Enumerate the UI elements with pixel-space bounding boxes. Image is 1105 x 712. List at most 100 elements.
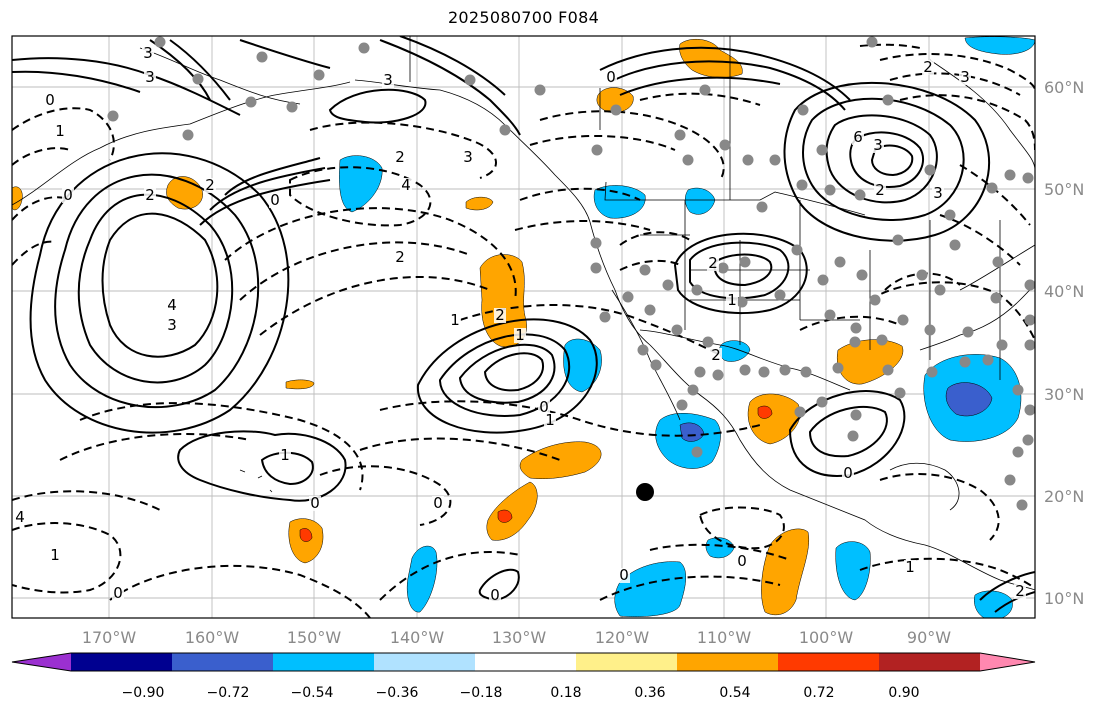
contour-label: 1: [55, 122, 65, 140]
contour-label: 1: [280, 446, 290, 464]
contour-label: 2: [708, 254, 718, 272]
contour-label-bg: [144, 70, 156, 85]
contour-label-bg: [959, 70, 971, 85]
lat-label: 50°N: [1044, 180, 1084, 199]
contour-label-bg: [710, 348, 722, 363]
colorbar-tick-label: −0.54: [291, 685, 334, 701]
contour-label: 2: [495, 306, 505, 324]
longitude-labels: 170°W 160°W 150°W 140°W 130°W 120°W 110°…: [82, 628, 951, 647]
contour-label: 1: [905, 558, 915, 576]
contour-label: 0: [310, 494, 320, 512]
contour-label: 0: [113, 584, 123, 602]
colorbar-segment: [677, 653, 779, 671]
colorbar-tick-label: 0.18: [550, 685, 581, 701]
contour-label-bg: [538, 400, 550, 415]
lon-label: 130°W: [492, 628, 547, 647]
lon-label: 140°W: [390, 628, 445, 647]
contour-label: 4: [401, 176, 411, 194]
contour-label-bg: [144, 188, 156, 203]
lat-label: 10°N: [1044, 589, 1084, 608]
contour-label-bg: [62, 188, 74, 203]
contour-label-bg: [932, 186, 944, 201]
contour-label: 3: [145, 68, 155, 86]
colorbar-tick-label: −0.72: [207, 685, 250, 701]
colorbar-segment: [374, 653, 476, 671]
contour-label: 3: [933, 184, 943, 202]
contour-label: 3: [383, 71, 393, 89]
colorbar-segment: [576, 653, 678, 671]
contour-label: 0: [45, 91, 55, 109]
contour-label: 1: [50, 546, 60, 564]
contour-label-bg: [707, 256, 719, 271]
contour-label-bg: [726, 293, 738, 308]
colorbar: [11, 652, 1036, 672]
contour-label: 3: [873, 136, 883, 154]
colorbar-tick-label: −0.36: [376, 685, 419, 701]
colorbar-tick-label: −0.18: [460, 685, 503, 701]
lon-label: 160°W: [185, 628, 240, 647]
contour-label-bg: [462, 150, 474, 165]
contour-label: 0: [63, 186, 73, 204]
contour-label: 0: [619, 566, 629, 584]
contour-label: 2: [145, 186, 155, 204]
contour-label-bg: [112, 586, 124, 601]
contour-label-bg: [736, 554, 748, 569]
contour-label: 0: [270, 191, 280, 209]
lon-label: 100°W: [799, 628, 854, 647]
contour-label-bg: [166, 298, 178, 313]
contour-label: 3: [463, 148, 473, 166]
contour-label-bg: [605, 70, 617, 85]
contour-label: 2: [395, 248, 405, 266]
contour-label-bg: [14, 510, 26, 525]
contour-label-bg: [874, 183, 886, 198]
contour-label: 0: [433, 494, 443, 512]
contour-label: 1: [727, 291, 737, 309]
contour-label-bg: [852, 130, 864, 145]
negative-contours: [12, 43, 1035, 618]
contour-label-bg: [269, 193, 281, 208]
contour-label: 2: [875, 181, 885, 199]
colorbar-labels: −0.90 −0.72 −0.54 −0.36 −0.18 0.18 0.36 …: [122, 685, 920, 701]
contour-label-bg: [309, 496, 321, 511]
station-markers: [107, 36, 1035, 511]
lat-label: 60°N: [1044, 78, 1084, 97]
contour-label: 0: [490, 586, 500, 604]
contour-label-bg: [449, 313, 461, 328]
colorbar-extend-low: [12, 653, 71, 671]
anomaly-shading: [12, 36, 1035, 618]
positive-contours: [12, 36, 1035, 613]
contour-label: 2: [395, 148, 405, 166]
map-frame: [11, 35, 1036, 619]
contour-label: 2: [1015, 582, 1025, 600]
contour-label-bg: [514, 328, 526, 343]
latitude-labels: 60°N 50°N 40°N 30°N 20°N 10°N: [1044, 78, 1084, 608]
colorbar-segment: [778, 653, 880, 671]
lat-label: 30°N: [1044, 385, 1084, 404]
contour-label: 1: [450, 311, 460, 329]
contour-label-bg: [49, 548, 61, 563]
contour-label: 2: [205, 176, 215, 194]
contour-label: 4: [167, 296, 177, 314]
colorbar-tick-label: 0.72: [803, 685, 834, 701]
lon-label: 110°W: [697, 628, 752, 647]
contour-label: 3: [167, 316, 177, 334]
colorbar-tick-label: −0.90: [122, 685, 165, 701]
contour-label: 3: [960, 68, 970, 86]
contour-label: 1: [515, 326, 525, 344]
contour-label-bg: [204, 178, 216, 193]
contour-label-bg: [618, 568, 630, 583]
colorbar-tick-label: 0.54: [719, 685, 750, 701]
contour-label-bg: [494, 308, 506, 323]
contour-label: 0: [539, 398, 549, 416]
contour-label-bg: [842, 466, 854, 481]
contour-label: 6: [853, 128, 863, 146]
lon-label: 90°W: [907, 628, 951, 647]
contour-label: 0: [606, 68, 616, 86]
contour-label: 2: [923, 58, 933, 76]
contour-label-bg: [872, 138, 884, 153]
colorbar-tick-label: 0.90: [888, 685, 919, 701]
contour-label-bg: [489, 588, 501, 603]
contour-label-bg: [382, 73, 394, 88]
